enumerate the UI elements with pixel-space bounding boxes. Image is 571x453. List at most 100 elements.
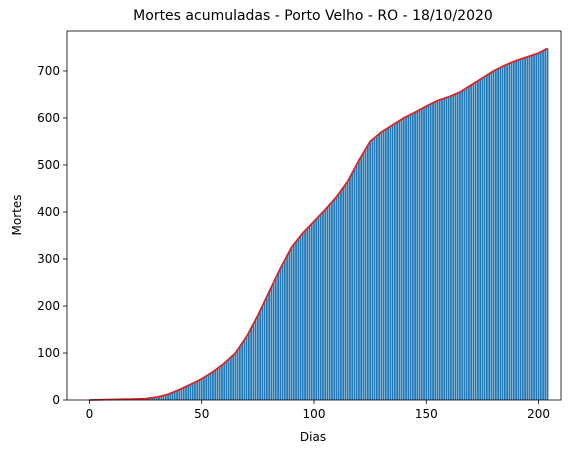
bar — [205, 376, 207, 400]
bar — [210, 373, 212, 400]
bar — [291, 247, 293, 400]
bar — [511, 62, 513, 400]
bar — [261, 306, 263, 400]
bar — [226, 361, 228, 400]
bar — [241, 343, 243, 400]
bar — [457, 93, 459, 400]
y-tick-label: 500 — [37, 158, 60, 172]
bar — [441, 99, 443, 400]
bar — [365, 149, 367, 400]
bar — [459, 92, 461, 400]
bar — [421, 109, 423, 400]
bar — [329, 204, 331, 400]
bar — [199, 380, 201, 400]
bar — [515, 61, 517, 400]
bar — [235, 353, 237, 400]
bar — [354, 169, 356, 400]
bar — [367, 145, 369, 400]
bar — [535, 54, 537, 400]
bar — [221, 365, 223, 400]
bar — [401, 119, 403, 400]
bar — [255, 320, 257, 400]
bar — [347, 181, 349, 400]
bar — [237, 350, 239, 400]
bar — [295, 242, 297, 400]
bar — [502, 66, 504, 400]
bar — [446, 98, 448, 400]
bar — [279, 268, 281, 400]
bar — [223, 363, 225, 400]
bar — [544, 49, 546, 400]
bar — [320, 214, 322, 400]
bar — [533, 55, 535, 400]
bar — [434, 102, 436, 400]
bar — [331, 202, 333, 400]
bar — [338, 194, 340, 400]
bar — [201, 379, 203, 400]
y-tick-label: 200 — [37, 299, 60, 313]
bar — [428, 105, 430, 400]
x-tick-label: 150 — [415, 407, 438, 421]
bar — [194, 382, 196, 400]
bar — [455, 94, 457, 400]
bar — [181, 389, 183, 400]
bar — [398, 121, 400, 400]
bar — [300, 236, 302, 400]
x-tick-label: 200 — [527, 407, 550, 421]
bar — [531, 55, 533, 400]
bar — [275, 278, 277, 400]
bar — [243, 340, 245, 400]
y-tick-label: 100 — [37, 346, 60, 360]
bar — [538, 53, 540, 400]
bar — [394, 124, 396, 400]
x-tick-label: 0 — [86, 407, 94, 421]
bar — [176, 391, 178, 400]
bar — [443, 98, 445, 400]
bar — [450, 96, 452, 400]
bar — [286, 256, 288, 400]
bar — [513, 62, 515, 400]
bar — [232, 355, 234, 400]
bar — [174, 392, 176, 400]
bar — [266, 297, 268, 400]
bars-group — [100, 48, 549, 400]
bar — [309, 226, 311, 400]
bar — [484, 77, 486, 400]
bar — [414, 112, 416, 400]
bar — [284, 260, 286, 400]
bar — [466, 88, 468, 400]
bar — [212, 372, 214, 400]
bar — [520, 59, 522, 400]
bar — [371, 140, 373, 400]
bar — [302, 233, 304, 400]
bar — [336, 197, 338, 400]
bar — [416, 111, 418, 400]
bar — [349, 177, 351, 400]
bar — [464, 89, 466, 400]
bar — [380, 132, 382, 400]
bar — [437, 101, 439, 400]
bar — [389, 126, 391, 400]
y-axis-label: Mortes — [10, 195, 24, 236]
bar — [264, 301, 266, 400]
y-tick-label: 600 — [37, 111, 60, 125]
bar — [473, 84, 475, 400]
y-axis-ticks: 0 100 200 300 400 500 600 700 — [37, 64, 67, 407]
bar — [482, 78, 484, 400]
bar — [475, 82, 477, 400]
bar — [288, 251, 290, 400]
bar — [293, 244, 295, 400]
bar — [506, 64, 508, 400]
bar — [282, 264, 284, 400]
bar — [239, 346, 241, 400]
bar — [396, 122, 398, 400]
bar — [517, 60, 519, 400]
bar — [522, 58, 524, 400]
bar — [439, 100, 441, 400]
bar — [268, 292, 270, 400]
bar — [432, 103, 434, 400]
bar — [479, 79, 481, 400]
bar — [246, 337, 248, 400]
bar — [504, 65, 506, 400]
